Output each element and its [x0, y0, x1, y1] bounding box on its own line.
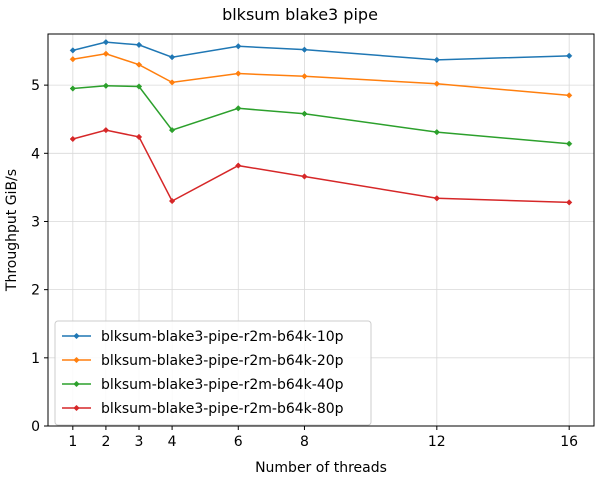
data-point: [433, 80, 440, 87]
data-point: [102, 39, 110, 46]
y-tick-label: 5: [31, 78, 40, 94]
x-tick-label: 8: [300, 434, 309, 450]
legend-marker: [73, 380, 80, 388]
series-layer: [69, 39, 573, 206]
series-line: [72, 129, 570, 204]
legend-marker: [73, 404, 80, 412]
chart-title: blksum blake3 pipe: [222, 5, 378, 24]
data-point: [168, 79, 176, 86]
x-tick-label: 2: [101, 434, 110, 450]
x-tick-label: 12: [428, 434, 446, 450]
legend-label: blksum-blake3-pipe-r2m-b64k-80p: [101, 401, 344, 417]
data-point: [168, 126, 176, 134]
legend-marker: [73, 332, 80, 340]
data-point: [135, 83, 143, 90]
legend-item: blksum-blake3-pipe-r2m-b64k-20p: [62, 353, 344, 369]
plot-area-frame: [47, 33, 595, 427]
x-tick-label: 16: [560, 434, 578, 450]
legend-marker: [73, 356, 80, 364]
series-1: [69, 39, 573, 64]
x-tick-label: 3: [135, 434, 144, 450]
data-point: [168, 54, 176, 61]
legend-item: blksum-blake3-pipe-r2m-b64k-10p: [62, 329, 344, 345]
data-point: [69, 56, 76, 63]
data-point: [69, 85, 76, 92]
data-point: [566, 140, 573, 147]
x-axis-label: Number of threads: [255, 460, 387, 476]
data-point: [69, 47, 76, 54]
data-point: [235, 70, 242, 77]
series-2: [69, 50, 573, 99]
legend-label: blksum-blake3-pipe-r2m-b64k-20p: [101, 353, 344, 369]
legend: blksum-blake3-pipe-r2m-b64k-10p blksum-bl…: [54, 320, 372, 426]
data-point: [433, 195, 440, 202]
data-point: [301, 173, 308, 180]
x-tick-label: 6: [234, 434, 243, 450]
data-point: [102, 82, 110, 89]
data-point: [301, 73, 308, 80]
data-point: [235, 162, 242, 169]
data-point: [135, 41, 143, 49]
y-tick-label: 3: [31, 214, 40, 230]
series-3: [69, 82, 573, 147]
legend-item: blksum-blake3-pipe-r2m-b64k-40p: [62, 377, 344, 393]
data-point: [566, 92, 573, 99]
series-4: [69, 126, 573, 206]
data-point: [168, 197, 176, 205]
y-tick-label: 2: [31, 283, 40, 299]
y-tick-label: 0: [31, 419, 40, 435]
data-point: [566, 199, 573, 206]
series-line: [72, 41, 570, 61]
series-line: [72, 85, 570, 145]
data-point: [301, 110, 308, 117]
y-axis-ticks: 0 1 2 3 4 5: [31, 78, 48, 435]
data-point: [235, 43, 242, 50]
legend-label: blksum-blake3-pipe-r2m-b64k-10p: [101, 329, 344, 345]
data-point: [433, 56, 440, 64]
data-point: [235, 105, 242, 112]
data-point: [301, 46, 308, 53]
legend-box: [54, 320, 372, 426]
y-tick-label: 4: [31, 146, 40, 162]
data-point: [433, 129, 440, 136]
y-axis-label: Throughput GiB/s: [4, 169, 20, 292]
legend-item: blksum-blake3-pipe-r2m-b64k-80p: [62, 401, 344, 417]
data-point: [135, 61, 143, 68]
data-point: [135, 133, 143, 141]
legend-label: blksum-blake3-pipe-r2m-b64k-40p: [101, 377, 344, 393]
y-tick-label: 1: [31, 351, 40, 367]
x-tick-label: 1: [68, 434, 77, 450]
series-line: [72, 53, 570, 97]
data-point: [102, 50, 110, 57]
data-point: [566, 52, 573, 59]
x-axis-ticks: 1 2 3 4 6 8 12 16: [68, 426, 578, 450]
data-point: [69, 135, 76, 143]
data-point: [102, 126, 110, 134]
x-tick-label: 4: [168, 434, 177, 450]
